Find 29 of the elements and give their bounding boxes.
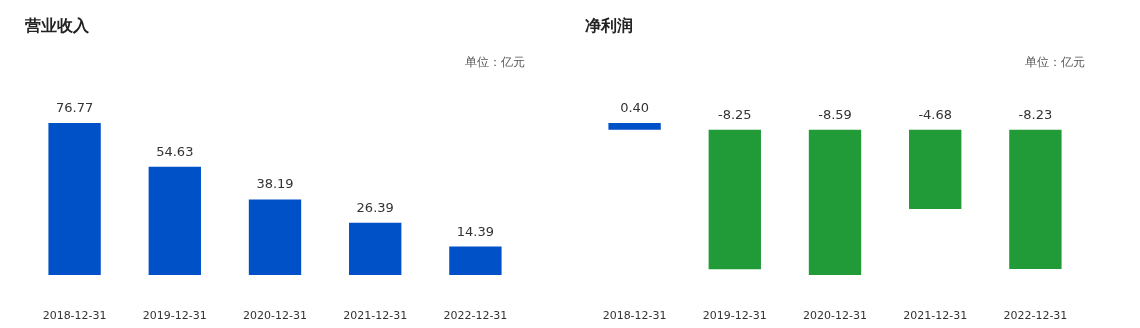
data-label: 26.39 xyxy=(356,199,394,215)
bar xyxy=(148,166,201,275)
x-tick-label: 2019-12-31 xyxy=(702,308,767,322)
bar xyxy=(449,246,502,275)
data-label: 54.63 xyxy=(156,143,194,159)
chart-title: 净利润 xyxy=(585,16,633,35)
data-label: 14.39 xyxy=(456,223,495,239)
data-label: 38.19 xyxy=(256,176,294,192)
bar xyxy=(349,222,402,275)
data-label: -8.25 xyxy=(717,106,752,122)
x-tick-label: 2020-12-31 xyxy=(803,308,867,322)
x-tick-label: 2022-12-31 xyxy=(1003,308,1068,322)
x-tick-label: 2021-12-31 xyxy=(903,308,968,322)
x-tick-label: 2020-12-31 xyxy=(243,308,307,322)
data-label: -8.59 xyxy=(818,106,852,122)
text: 单位：亿元 xyxy=(465,55,525,69)
data-label: 76.77 xyxy=(55,100,94,115)
x-tick-label: 2018-12-31 xyxy=(602,308,667,322)
x-tick-label: 2021-12-31 xyxy=(343,308,408,322)
data-label: 0.40 xyxy=(620,100,650,115)
data-label: -4.68 xyxy=(918,106,953,122)
x-tick-label: 2018-12-31 xyxy=(42,308,107,322)
x-tick-label: 2022-12-31 xyxy=(443,308,508,322)
bar xyxy=(48,123,101,275)
chart-title: 营业收入 xyxy=(24,16,90,35)
data-label: -8.23 xyxy=(1018,106,1053,122)
bar xyxy=(248,199,302,275)
x-tick-label: 2019-12-31 xyxy=(142,308,207,322)
text: 单位：亿元 xyxy=(1025,55,1085,69)
